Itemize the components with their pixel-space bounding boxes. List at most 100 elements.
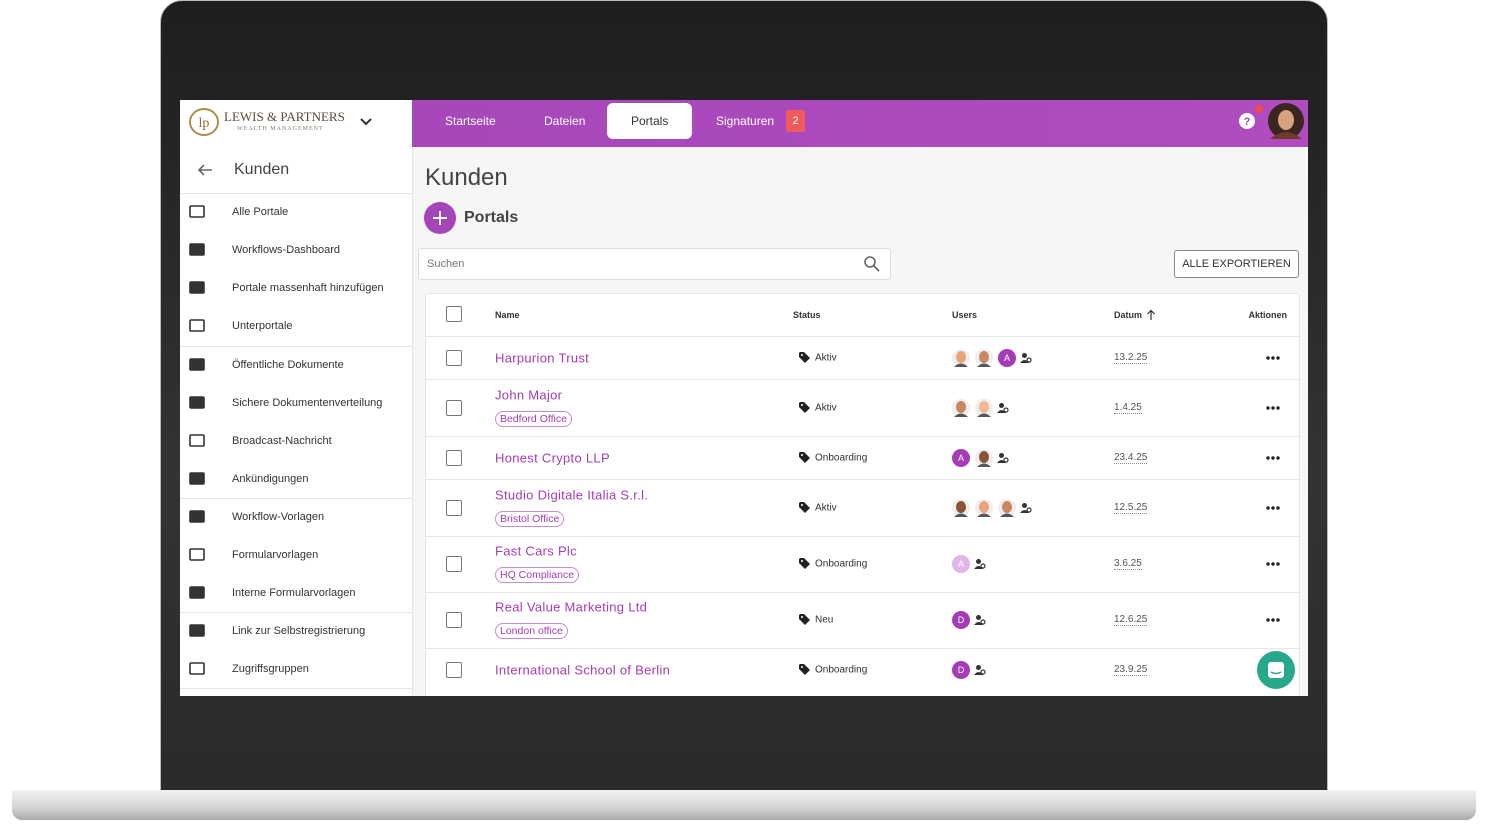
portal-tag[interactable]: HQ Compliance [495, 567, 580, 583]
portal-tag[interactable]: Bristol Office [495, 510, 565, 527]
sidebar-icon [189, 510, 205, 523]
sidebar-icon [189, 243, 205, 256]
sidebar-item[interactable]: Öffentliche Dokumente [232, 359, 344, 371]
row-actions[interactable] [1265, 404, 1281, 412]
row-divider [426, 479, 1299, 480]
row-actions[interactable] [1265, 504, 1281, 512]
sidebar-item[interactable]: Formularvorlagen [232, 549, 319, 561]
sidebar-divider [180, 688, 412, 689]
date: 23.4.25 [1114, 451, 1148, 464]
sidebar-item[interactable]: Interne Formularvorlagen [232, 587, 356, 599]
page-title: Kunden [425, 164, 508, 191]
status: Onboarding [815, 452, 868, 463]
portal-name[interactable]: John Major [495, 387, 563, 402]
sidebar-icon [189, 624, 205, 637]
checkbox[interactable] [446, 349, 462, 366]
portal-name[interactable]: Real Value Marketing Ltd [495, 599, 648, 615]
sidebar-item[interactable]: Sichere Dokumentenverteilung [232, 397, 383, 409]
laptop-base [12, 790, 1476, 820]
export-button[interactable]: ALLE EXPORTIEREN [1174, 250, 1299, 278]
portal-tag[interactable]: London office [495, 623, 568, 639]
checkbox[interactable] [446, 612, 462, 628]
sidebar-icon [189, 205, 205, 218]
sidebar-icon [189, 472, 205, 485]
sidebar-icon [189, 434, 205, 447]
status: Onboarding [815, 558, 868, 570]
portal-name[interactable]: Harpurion Trust [495, 350, 590, 365]
sidebar-icon [189, 319, 205, 332]
portal-tag[interactable]: Bedford Office [495, 410, 572, 427]
portal-name[interactable]: Honest Crypto LLP [495, 450, 610, 465]
row-actions[interactable] [1265, 616, 1281, 624]
checkbox[interactable] [446, 449, 462, 466]
sidebar-icon [189, 662, 205, 675]
user-initial: D [952, 660, 970, 679]
sidebar-item[interactable]: Workflow-Vorlagen [232, 511, 325, 523]
portal-name[interactable]: Studio Digitale Italia S.r.l. [495, 487, 649, 502]
search-placeholder: Suchen [427, 258, 465, 270]
date: 13.2.25 [1114, 351, 1148, 364]
sidebar-item[interactable]: Link zur Selbstregistrierung [232, 625, 366, 637]
status-icon [799, 558, 810, 569]
user-avatar [952, 398, 970, 417]
date: 1.4.25 [1114, 401, 1142, 414]
sidebar-item[interactable]: Alle Portale [232, 206, 289, 218]
sort-icon [1147, 309, 1155, 320]
status: Aktiv [815, 502, 837, 513]
checkbox[interactable] [446, 306, 462, 322]
manage-users-icon [997, 452, 1009, 463]
logo-mark: lp [189, 108, 219, 136]
column-header[interactable]: Name [495, 310, 520, 320]
checkbox[interactable] [446, 556, 462, 572]
user-avatar [975, 498, 993, 517]
checkbox[interactable] [446, 661, 462, 678]
row-actions[interactable] [1265, 354, 1281, 362]
column-header[interactable]: Datum [1114, 310, 1143, 320]
checkbox[interactable] [446, 399, 462, 416]
sidebar-item[interactable]: Zugriffsgruppen [232, 663, 309, 675]
manage-users-icon [997, 402, 1009, 413]
sidebar-icon [189, 358, 205, 371]
sidebar-divider [180, 346, 412, 347]
date: 3.6.25 [1114, 558, 1142, 570]
active-tab[interactable] [607, 103, 692, 139]
portal-name[interactable]: Fast Cars Plc [495, 543, 577, 559]
add-button[interactable] [424, 202, 458, 236]
user-avatar [975, 348, 993, 367]
nav-tab[interactable]: Signaturen [716, 114, 775, 128]
column-header[interactable]: Aktionen [1248, 310, 1287, 320]
checkbox[interactable] [446, 499, 462, 516]
manage-users-icon [1020, 502, 1032, 513]
user-avatar [975, 448, 993, 467]
status: Aktiv [815, 352, 837, 363]
nav-tab[interactable]: Startseite [445, 114, 496, 128]
search-box[interactable] [418, 248, 891, 280]
row-divider [426, 379, 1299, 380]
manage-users-icon [974, 664, 986, 675]
sidebar-item[interactable]: Ankündigungen [232, 473, 309, 485]
search-icon[interactable] [863, 255, 881, 273]
nav-tab[interactable]: Portals [631, 114, 669, 128]
back-icon[interactable] [196, 162, 214, 178]
sidebar-item[interactable]: Portale massenhaft hinzufügen [232, 282, 384, 294]
status: Onboarding [815, 664, 868, 675]
dropdown-icon[interactable] [358, 114, 374, 130]
row-divider [426, 436, 1299, 437]
column-header[interactable]: Status [793, 310, 821, 320]
nav-tab[interactable]: Dateien [544, 114, 586, 128]
svg-text:lp: lp [199, 116, 210, 131]
row-divider [426, 648, 1299, 649]
row-actions[interactable] [1265, 560, 1281, 568]
logo-area[interactable]: lp LEWIS & PARTNERS WEALTH MANAGEMENT [180, 100, 412, 148]
user-initial: D [952, 611, 970, 629]
sidebar-item[interactable]: Broadcast-Nachricht [232, 435, 332, 447]
portal-name[interactable]: International School of Berlin [495, 662, 671, 677]
sidebar-item[interactable]: Workflows-Dashboard [232, 244, 341, 256]
user-avatar [952, 498, 970, 517]
logo-name: LEWIS & PARTNERS [224, 109, 345, 124]
row-divider [426, 536, 1299, 537]
chat-button[interactable] [1257, 651, 1297, 691]
sidebar-item[interactable]: Unterportale [232, 320, 293, 332]
sidebar-divider [180, 193, 412, 194]
row-actions[interactable] [1265, 454, 1281, 462]
